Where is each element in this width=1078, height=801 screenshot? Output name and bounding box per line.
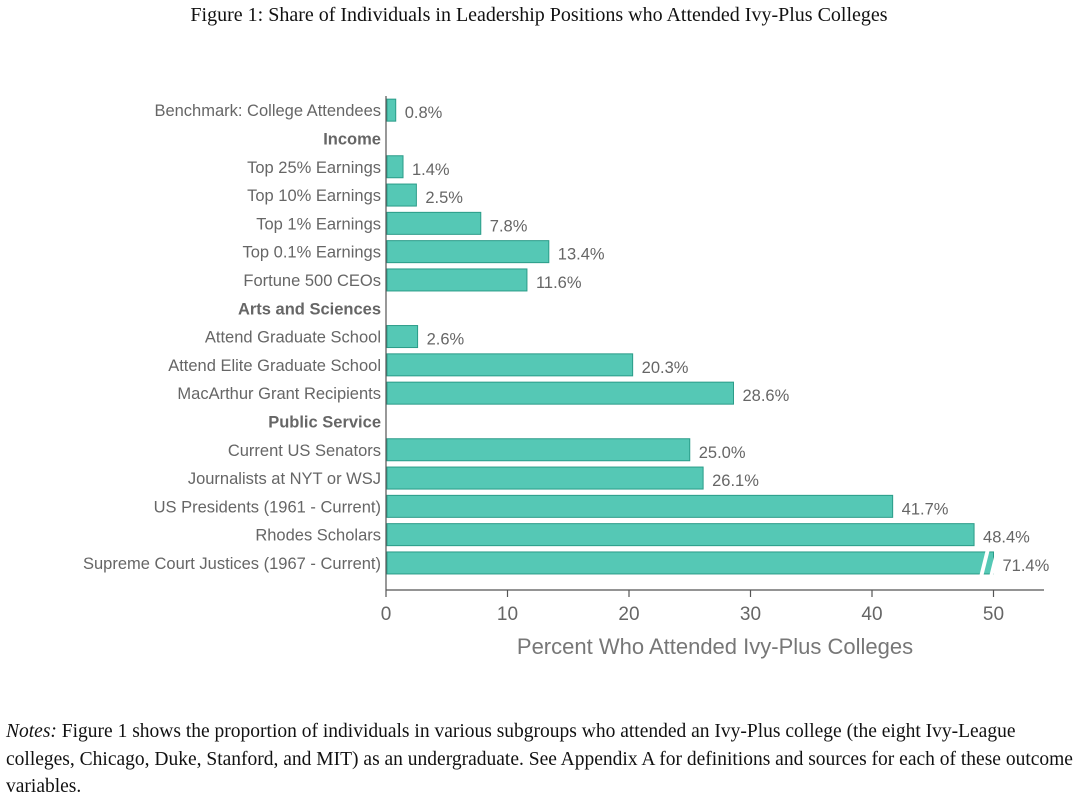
bar-top-10-earnings: [386, 183, 417, 207]
value-label: 28.6%: [742, 387, 789, 405]
category-label: US Presidents (1961 - Current): [154, 498, 381, 516]
category-label: Top 1% Earnings: [256, 215, 381, 233]
category-header: Income: [323, 130, 381, 148]
bar-current-us-senators: [386, 438, 691, 462]
axis-break-mark: [979, 550, 990, 575]
bar-supreme-court-justices-1967-current: [386, 551, 994, 575]
category-label: Top 0.1% Earnings: [242, 244, 381, 262]
bar-macarthur-grant-recipients: [386, 381, 734, 405]
value-label: 25.0%: [699, 444, 746, 462]
bar-fortune-500-ceos: [386, 268, 528, 292]
value-label: 11.6%: [536, 274, 582, 292]
bar-us-presidents-1961-current: [386, 494, 894, 518]
category-label: Rhodes Scholars: [255, 527, 381, 545]
value-label: 26.1%: [712, 472, 759, 490]
value-label: 1.4%: [412, 161, 450, 179]
category-label: Top 25% Earnings: [247, 159, 381, 177]
bar-top-25-earnings: [386, 155, 404, 179]
value-label: 20.3%: [642, 359, 689, 377]
figure-notes: Notes: Figure 1 shows the proportion of …: [6, 718, 1076, 801]
x-tick-label: 10: [497, 604, 518, 625]
value-label: 13.4%: [558, 246, 605, 264]
axis-break-mark: [989, 550, 1000, 575]
value-label: 71.4%: [1003, 557, 1050, 575]
category-label: MacArthur Grant Recipients: [177, 385, 381, 403]
category-label: Benchmark: College Attendees: [154, 102, 381, 120]
bar-top-0-1-earnings: [386, 240, 550, 264]
category-label: Journalists at NYT or WSJ: [188, 470, 381, 488]
bar-benchmark-college-attendees: [386, 98, 397, 122]
bar-journalists-at-nyt-or-wsj: [386, 466, 704, 490]
bar-attend-graduate-school: [386, 325, 419, 349]
value-label: 48.4%: [983, 529, 1030, 547]
bar-chart: Benchmark: College Attendees 0.8% Income To…: [83, 96, 1050, 659]
x-tick-label: 40: [861, 604, 882, 625]
value-label: 2.6%: [427, 331, 465, 349]
value-label: 0.8%: [405, 104, 443, 122]
x-tick-label: 50: [983, 604, 1004, 625]
value-label: 7.8%: [490, 217, 528, 235]
figure-title: Figure 1: Share of Individuals in Leader…: [190, 4, 888, 26]
bar-attend-elite-graduate-school: [386, 353, 634, 377]
x-axis-title: Percent Who Attended Ivy-Plus Colleges: [517, 634, 913, 659]
bar-rhodes-scholars: [386, 523, 975, 547]
category-header: Arts and Sciences: [238, 300, 381, 318]
bar-top-1-earnings: [386, 211, 482, 235]
category-label: Top 10% Earnings: [247, 187, 381, 205]
x-tick-label: 20: [618, 604, 639, 625]
value-label: 2.5%: [425, 189, 463, 207]
category-label: Current US Senators: [228, 442, 381, 460]
x-tick-label: 30: [740, 604, 761, 625]
notes-text: Figure 1 shows the proportion of individ…: [6, 721, 1073, 797]
value-label: 41.7%: [902, 500, 949, 518]
notes-label: Notes:: [6, 721, 57, 742]
category-header: Public Service: [268, 413, 381, 431]
category-label: Fortune 500 CEOs: [243, 272, 381, 290]
category-label: Supreme Court Justices (1967 - Current): [83, 555, 381, 573]
category-label: Attend Graduate School: [205, 329, 381, 347]
x-tick-label: 0: [381, 604, 392, 625]
category-label: Attend Elite Graduate School: [168, 357, 381, 375]
